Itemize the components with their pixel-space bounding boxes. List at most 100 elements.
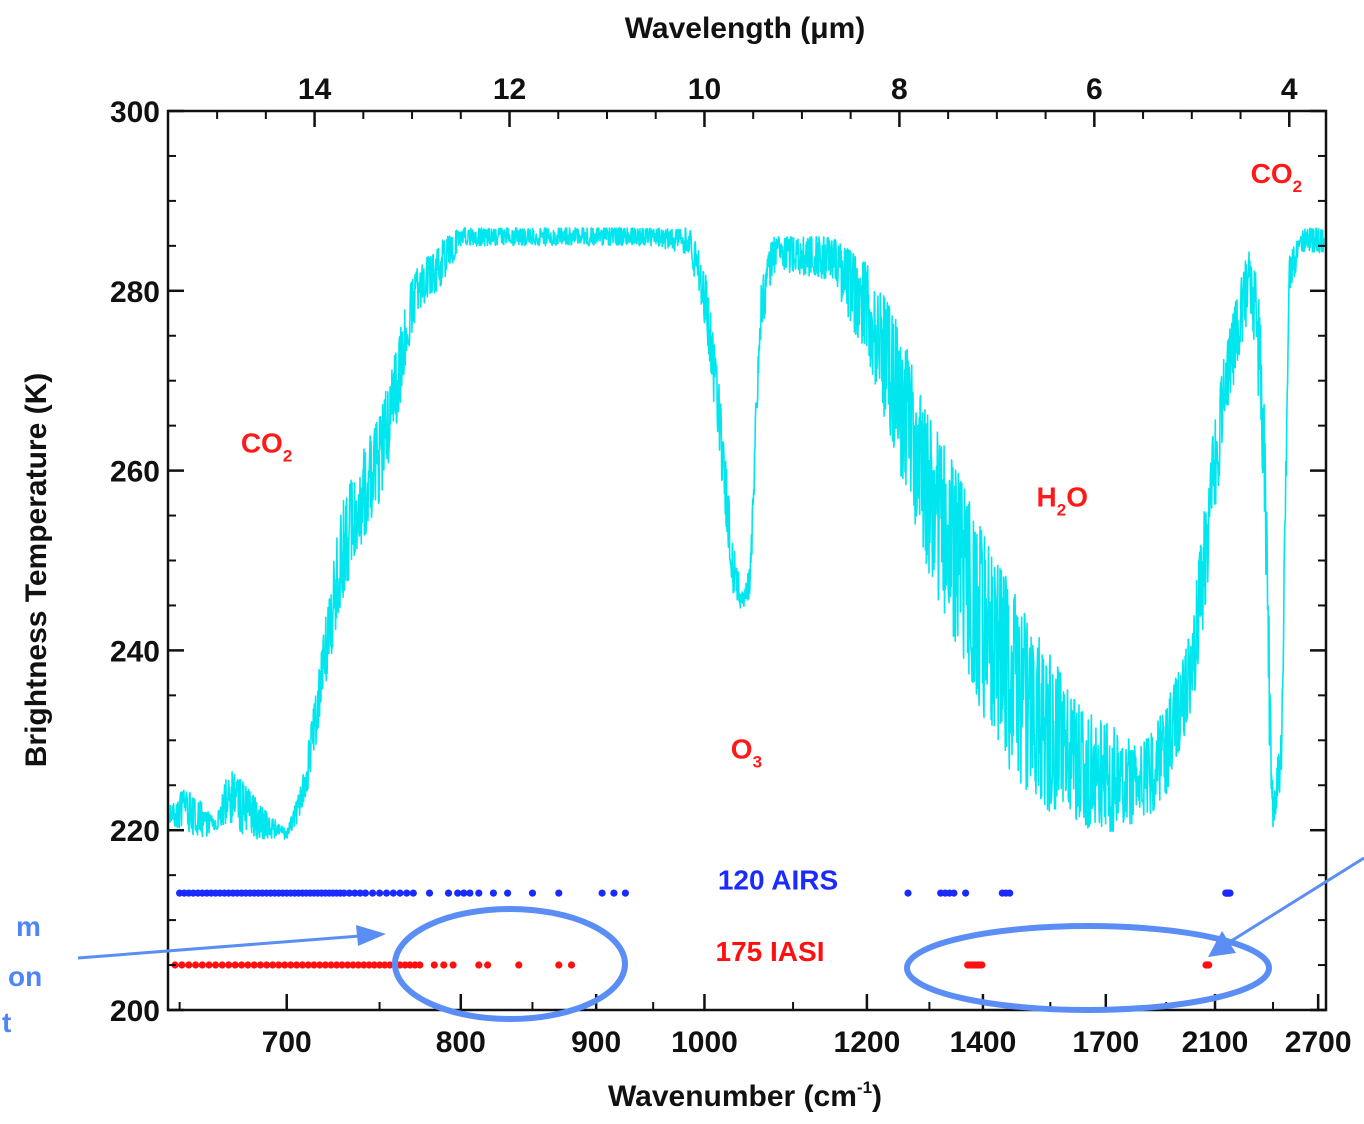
y-tick-label: 240 [110,635,160,668]
channel-point [386,961,394,969]
y-tick-label: 260 [110,456,160,489]
channel-point [484,961,492,969]
channel-point [621,889,630,897]
channel-point [403,889,411,897]
channel-point [327,961,335,969]
channel-point [449,961,457,969]
x-tick-label: 1000 [671,1026,738,1059]
channel-point [440,961,448,969]
channel-point [567,961,576,969]
channel-point [376,961,384,969]
species-main: CO [1251,158,1293,189]
channel-point [555,961,563,969]
y-tick-label: 300 [110,96,160,129]
channel-point [409,889,417,897]
y-tick-label: 280 [110,276,160,309]
x-tick-label: 2700 [1285,1026,1352,1059]
x2-tick-label: 10 [688,73,721,106]
channel-point [238,961,246,969]
channel-point [444,889,453,897]
channel-point [218,961,226,969]
channel-point [275,961,283,969]
channel-point [425,889,434,897]
x2-tick-label: 8 [891,73,908,106]
channel-point [225,961,233,969]
channel-point [281,961,289,969]
channel-point [389,889,397,897]
channel-point [316,961,324,969]
channel-point [489,889,497,897]
channel-point [231,961,239,969]
channel-point [354,961,362,969]
side-note-line-2: on [8,961,42,992]
side-note-line-3: t [2,1007,11,1038]
side-note: m on t [2,911,42,1038]
channel-point [298,961,307,969]
channel-point [904,889,912,897]
x-tick-label: 2100 [1182,1026,1249,1059]
channel-point [349,961,357,969]
y-tick-label: 220 [110,815,160,848]
channel-point [406,961,414,969]
species-label: O3 [731,733,762,771]
species-main: CO [241,428,283,459]
species-subscript: 2 [283,447,292,466]
x-tick-label: 1400 [950,1026,1017,1059]
channel-point [333,961,341,969]
channel-point [950,889,958,897]
series-airs [176,889,1234,897]
channel-point [185,961,193,969]
channel-point [356,889,364,897]
x-tick-label: 1700 [1072,1026,1139,1059]
channel-point [340,889,348,897]
channel-point [198,961,206,969]
arrow-left-shaft [77,934,361,960]
channel-point [598,889,606,897]
species-subscript: 2 [1057,501,1066,520]
x-axis-title-end: ) [872,1080,882,1113]
channel-point [528,889,537,897]
arrow-left-head [356,925,386,946]
y-tick-label: 200 [110,995,160,1028]
channel-point [269,961,277,969]
highlight-ellipse-right [904,923,1272,1013]
arrow-right-shaft [1227,856,1364,945]
channel-point [454,889,462,897]
species-main: O [731,733,753,764]
species-label: CO2 [241,428,292,466]
side-note-line-1: m [16,911,41,942]
x2-tick-label: 14 [298,73,332,106]
top-axis-title: Wavelength (μm) [625,12,866,45]
channel-point [1226,889,1234,897]
x-tick-label: 1200 [834,1026,901,1059]
channel-point [416,961,424,969]
channel-point [304,961,312,969]
channel-point [360,961,368,969]
x2-tick-label: 6 [1086,73,1103,106]
channel-point [212,961,220,969]
channel-point [475,961,483,969]
spectrum-line [169,227,1325,840]
x-axis-title-main: Wavenumber (cm [608,1080,857,1113]
channel-point [178,961,186,969]
channel-point [205,961,213,969]
channel-point [192,961,200,969]
channel-point [345,889,353,897]
channel-point [376,889,384,897]
x-axis-title-sup: -1 [857,1078,872,1097]
channel-point [401,961,409,969]
highlight-ellipse-left [392,906,628,1022]
series-iasi [171,961,1213,969]
channel-point [430,961,438,969]
species-subscript: 2 [1293,177,1302,196]
channel-point [351,889,359,897]
channel-point [460,889,468,897]
x-tick-label: 900 [571,1026,621,1059]
species-suffix: O [1066,482,1088,513]
channel-point [515,961,523,969]
channel-point [504,889,512,897]
channel-point [370,961,378,969]
y-axis-title: Brightness Temperature (K) [20,373,53,768]
channel-point [475,889,483,897]
